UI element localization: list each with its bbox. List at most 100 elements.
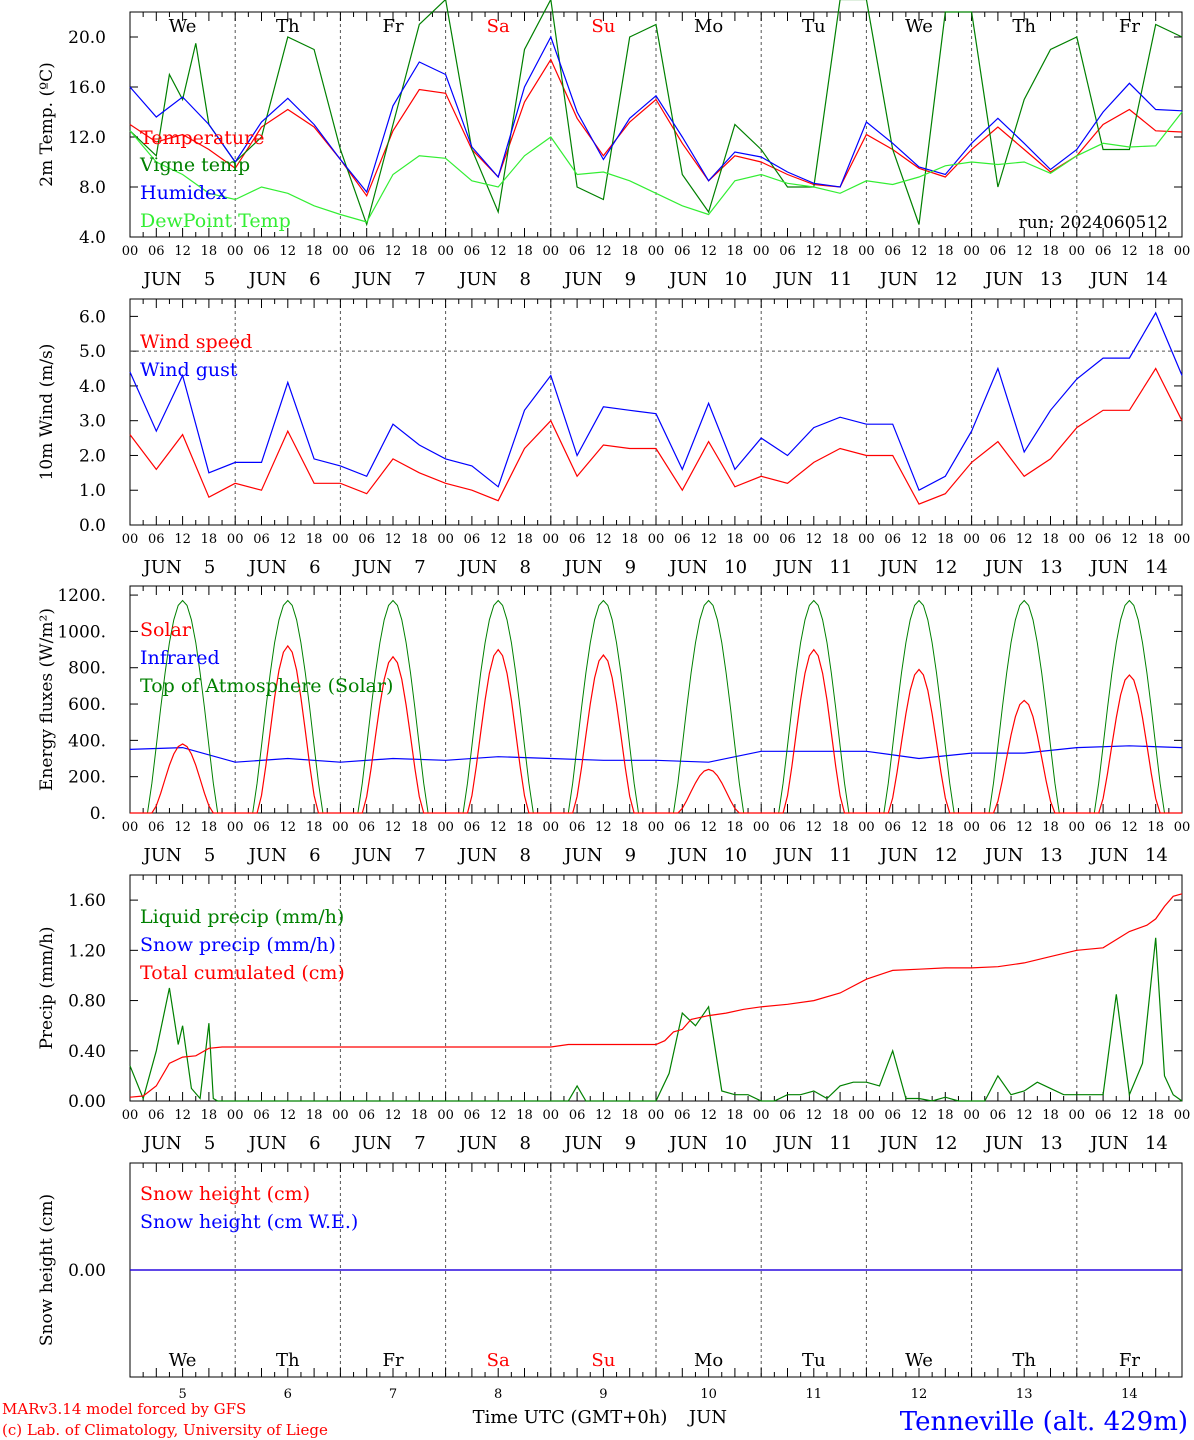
weekday-label-bottom: Su (591, 1350, 615, 1371)
y-tick-label: 600. (68, 695, 106, 715)
series-line (129, 893, 1183, 1098)
weekday-label-bottom: Th (1012, 1350, 1036, 1371)
series-line (129, 937, 1183, 1102)
hour-label: 00 (332, 820, 349, 835)
hour-label: 00 (858, 820, 875, 835)
hour-label: 06 (884, 244, 901, 259)
hour-label: 00 (1069, 244, 1086, 259)
hour-label: 06 (884, 820, 901, 835)
hour-label: 12 (490, 820, 507, 835)
x-axis-title: Time UTC (GMT+0h) (473, 1407, 668, 1428)
day-label: 13 (1040, 1133, 1063, 1154)
weekday-label-bottom: We (169, 1350, 197, 1371)
legend-entry: Snow height (cm) (140, 1183, 310, 1205)
hour-label: 06 (358, 1108, 375, 1123)
day-label: 7 (414, 845, 425, 866)
legend-entry: Liquid precip (mm/h) (140, 906, 344, 928)
month-label: JUN (668, 845, 708, 866)
panel-3: 0. 200. 400. 600. 800. 1000. 1200.Energy fluxe… (37, 585, 1190, 866)
hour-label: 06 (358, 820, 375, 835)
hour-label: 12 (490, 1108, 507, 1123)
hour-label: 06 (674, 1108, 691, 1123)
weekday-label-top: Fr (1119, 16, 1140, 37)
hour-label: 06 (990, 820, 1007, 835)
legend-entry: Humidex (140, 182, 227, 204)
hour-label: 12 (700, 244, 717, 259)
hour-label: 00 (858, 244, 875, 259)
hour-label: 06 (1095, 1108, 1112, 1123)
hour-label: 18 (1042, 1108, 1059, 1123)
y-tick-label: 6.0 (79, 307, 106, 327)
panel-5: 0.00 Snow height (cm) Snow height (cm) Snow… (37, 1162, 1183, 1378)
day-label: 11 (829, 269, 852, 290)
day-label: 14 (1145, 269, 1168, 290)
month-label: JUN (562, 557, 602, 578)
day-label: 7 (414, 557, 425, 578)
hour-label: 18 (306, 532, 323, 547)
day-label: 10 (724, 269, 747, 290)
legend-entry: DewPoint Temp (140, 210, 291, 232)
y-tick-label: 400. (68, 731, 106, 751)
y-axis-label: Snow height (cm) (37, 1194, 57, 1346)
series-line (129, 35, 1183, 194)
hour-label: 12 (174, 1108, 191, 1123)
day-label: 10 (724, 557, 747, 578)
y-tick-label: 1.0 (79, 481, 106, 501)
month-label: JUN (983, 269, 1023, 290)
y-axis-label: Precip (mm/h) (37, 926, 57, 1049)
y-axis-label: 2m Temp. (ºC) (37, 62, 57, 187)
hour-label: 06 (884, 532, 901, 547)
day-label: 12 (935, 845, 958, 866)
day-label: 10 (724, 1133, 747, 1154)
month-label: JUN (352, 1133, 392, 1154)
hour-label: 18 (1147, 244, 1164, 259)
month-label: JUN (878, 1133, 918, 1154)
hour-label: 00 (1174, 1108, 1191, 1123)
hour-label: 00 (227, 820, 244, 835)
hour-label: 18 (832, 820, 849, 835)
weekday-label-bottom: We (905, 1350, 933, 1371)
hour-label: 12 (911, 820, 928, 835)
hour-label: 06 (674, 244, 691, 259)
month-label: JUN (878, 269, 918, 290)
hour-label: 18 (516, 532, 533, 547)
hour-label: 12 (1016, 244, 1033, 259)
day-label: 12 (935, 557, 958, 578)
hour-label: 18 (1042, 244, 1059, 259)
month-label: JUN (668, 1133, 708, 1154)
hour-label: 18 (937, 244, 954, 259)
hour-label: 00 (1174, 244, 1191, 259)
weekday-label-bottom: Fr (382, 1350, 403, 1371)
y-axis-label: Energy fluxes (W/m²) (37, 608, 57, 791)
hour-label: 00 (332, 1108, 349, 1123)
day-label: 11 (829, 1133, 852, 1154)
day-label: 12 (935, 269, 958, 290)
panel-4: 0.00 0.40 0.80 1.20 1.60 Precip (mm/h) Liquid … (37, 874, 1191, 1154)
hour-label: 00 (753, 1108, 770, 1123)
hour-label: 18 (621, 1108, 638, 1123)
y-tick-label: 200. (68, 768, 106, 788)
hour-label: 12 (174, 244, 191, 259)
hour-label: 18 (1042, 532, 1059, 547)
weekday-label-bottom: Th (276, 1350, 300, 1371)
hour-label: 06 (1095, 244, 1112, 259)
month-label: JUN (562, 845, 602, 866)
footer-day-number: 13 (1016, 1387, 1033, 1402)
weekday-label-top: Fr (382, 16, 403, 37)
legend-entry: Top of Atmosphere (Solar) (140, 675, 393, 697)
day-label: 7 (414, 1133, 425, 1154)
month-label: JUN (142, 557, 182, 578)
hour-label: 18 (832, 244, 849, 259)
day-label: 6 (309, 845, 320, 866)
weekday-label-top: Th (276, 16, 300, 37)
day-label: 6 (309, 557, 320, 578)
series-line (129, 0, 1183, 227)
legend-entry: Snow precip (mm/h) (140, 934, 336, 956)
hour-label: 12 (806, 1108, 823, 1123)
hour-label: 06 (253, 532, 270, 547)
hour-label: 12 (385, 244, 402, 259)
hour-label: 06 (779, 1108, 796, 1123)
hour-label: 18 (1147, 820, 1164, 835)
hour-label: 12 (280, 532, 297, 547)
hour-label: 12 (1121, 532, 1138, 547)
